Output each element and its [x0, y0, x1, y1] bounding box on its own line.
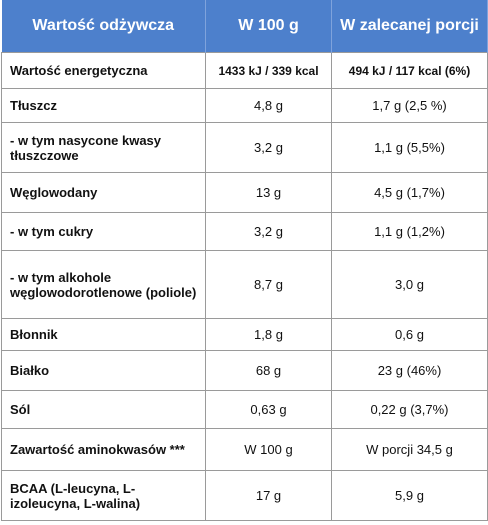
cell: 0,6 g [331, 318, 488, 351]
table-row: Tłuszcz 4,8 g 1,7 g (2,5 %) [1, 88, 488, 123]
cell: 3,0 g [331, 250, 488, 319]
cell: 4,5 g (1,7%) [331, 172, 488, 213]
row-label: Białko [1, 350, 206, 391]
cell: 4,8 g [205, 88, 332, 123]
table-row: Białko 68 g 23 g (46%) [1, 350, 488, 391]
header-cell: W 100 g [205, 0, 332, 53]
cell: 8,7 g [205, 250, 332, 319]
cell: W 100 g [205, 428, 332, 471]
table-row: Węglowodany 13 g 4,5 g (1,7%) [1, 172, 488, 213]
table-row: - w tym cukry 3,2 g 1,1 g (1,2%) [1, 212, 488, 251]
cell: 1,1 g (5,5%) [331, 122, 488, 173]
table-row: BCAA (L-leucyna, L-izoleucyna, L-walina)… [1, 470, 488, 521]
cell: 3,2 g [205, 212, 332, 251]
cell: 1433 kJ / 339 kcal [205, 52, 332, 89]
cell: 23 g (46%) [331, 350, 488, 391]
row-label: Zawartość aminokwasów *** [1, 428, 206, 471]
row-label: - w tym alkohole węglowodorotlenowe (pol… [1, 250, 206, 319]
row-label: BCAA (L-leucyna, L-izoleucyna, L-walina) [1, 470, 206, 521]
cell: 1,7 g (2,5 %) [331, 88, 488, 123]
table-row: - w tym alkohole węglowodorotlenowe (pol… [1, 250, 488, 319]
row-label: Sól [1, 390, 206, 429]
cell: W porcji 34,5 g [331, 428, 488, 471]
row-label: Tłuszcz [1, 88, 206, 123]
cell: 5,9 g [331, 470, 488, 521]
cell: 13 g [205, 172, 332, 213]
cell: 494 kJ / 117 kcal (6%) [331, 52, 488, 89]
table-row: Błonnik 1,8 g 0,6 g [1, 318, 488, 351]
cell: 3,2 g [205, 122, 332, 173]
table-row: Sól 0,63 g 0,22 g (3,7%) [1, 390, 488, 429]
header-cell: Wartość odżywcza [1, 0, 206, 53]
row-label: Błonnik [1, 318, 206, 351]
cell: 0,63 g [205, 390, 332, 429]
cell: 1,1 g (1,2%) [331, 212, 488, 251]
table-row: - w tym nasycone kwasy tłuszczowe 3,2 g 1,… [1, 122, 488, 173]
row-label: - w tym cukry [1, 212, 206, 251]
cell: 1,8 g [205, 318, 332, 351]
row-label: Wartość energetyczna [1, 52, 206, 89]
row-label: Węglowodany [1, 172, 206, 213]
cell: 68 g [205, 350, 332, 391]
table-row: Wartość energetyczna 1433 kJ / 339 kcal 49… [1, 52, 488, 89]
header-cell: W zalecanej porcji [331, 0, 488, 53]
row-label: - w tym nasycone kwasy tłuszczowe [1, 122, 206, 173]
cell: 17 g [205, 470, 332, 521]
cell: 0,22 g (3,7%) [331, 390, 488, 429]
